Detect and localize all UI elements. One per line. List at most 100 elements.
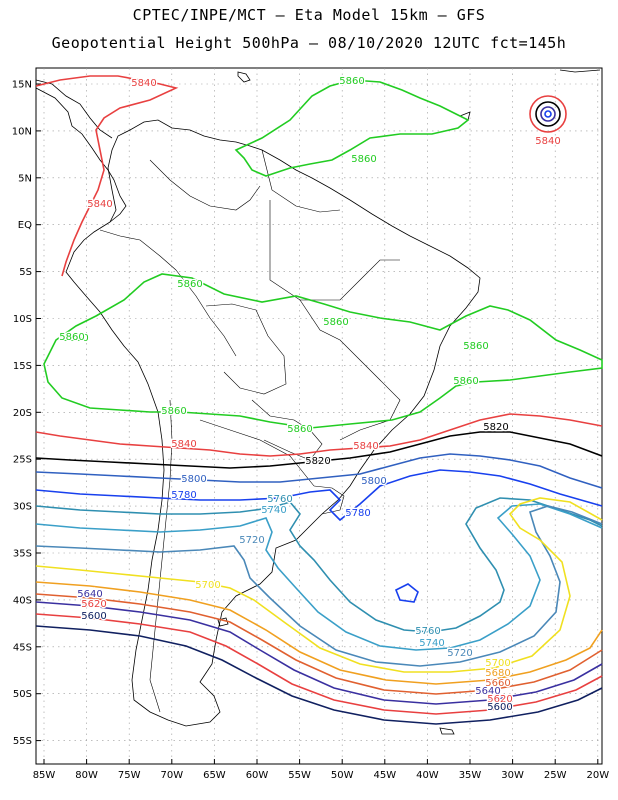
cyclone-ring-inner — [544, 110, 552, 118]
lat-label: 10N — [12, 126, 32, 137]
contour-label-5840: 5840 — [171, 439, 196, 450]
contour-5700 — [35, 497, 603, 673]
contour-5600 — [35, 625, 603, 725]
lon-label: 70W — [160, 770, 183, 781]
border-chile-argentina — [149, 399, 173, 713]
contour-label-5740: 5740 — [419, 638, 444, 649]
lon-label: 75W — [118, 770, 141, 781]
border-paraguay — [251, 399, 323, 461]
south-georgia — [439, 727, 455, 735]
contour-label-5700: 5700 — [195, 580, 220, 591]
contour-label-5860: 5860 — [463, 341, 488, 352]
border-uruguay — [313, 485, 345, 515]
central-america-coast — [35, 87, 127, 223]
border-brazil-states-2 — [299, 299, 401, 441]
contour-label-5840: 5840 — [87, 199, 112, 210]
contour-label-5700: 5700 — [485, 658, 510, 669]
lon-label: 55W — [288, 770, 311, 781]
contour-label-5680: 5680 — [485, 668, 510, 679]
contour-label-5600: 5600 — [81, 611, 106, 622]
contour-label-5720: 5720 — [239, 535, 264, 546]
contour-label-5800: 5800 — [361, 476, 386, 487]
map-frame — [35, 67, 603, 765]
contour-labels: 5860586058605860586058605860586058605860… — [58, 75, 562, 715]
contour-label-5640: 5640 — [77, 589, 102, 600]
contour-5860-north — [234, 79, 470, 177]
chart-subtitle: Geopotential Height 500hPa – 08/10/2020 … — [51, 34, 567, 52]
contour-label-5860: 5860 — [177, 279, 202, 290]
lat-label: 15N — [12, 80, 32, 91]
contour-5620 — [35, 613, 603, 715]
contour-label-5720: 5720 — [447, 648, 472, 659]
contour-label-5600: 5600 — [487, 702, 512, 713]
longitude-labels: 85W 80W 75W 70W 65W 60W 55W 50W 45W 40W 35W 30W 25W 2… — [33, 770, 610, 781]
contour-5720 — [35, 505, 603, 667]
contour-5660 — [35, 593, 603, 695]
border-colombia-venezuela — [149, 159, 261, 211]
lon-label: 25W — [544, 770, 567, 781]
border-bolivia — [205, 303, 287, 395]
contour-label-5640: 5640 — [475, 686, 500, 697]
contour-label-5660: 5660 — [485, 678, 510, 689]
lon-label: 40W — [416, 770, 439, 781]
contour-5680 — [35, 581, 603, 685]
contour-label-5780: 5780 — [171, 490, 196, 501]
contour-label-5860: 5860 — [453, 376, 478, 387]
cyclone-ring-outer — [535, 101, 561, 127]
contour-label-5840: 5840 — [535, 136, 560, 147]
chart-title: CPTEC/INPE/MCT – Eta Model 15km – GFS — [132, 6, 486, 24]
contour-label-5860: 5860 — [287, 424, 312, 435]
contour-label-5620: 5620 — [81, 599, 106, 610]
contour-label-5740: 5740 — [261, 505, 286, 516]
lat-label: 15S — [13, 361, 32, 372]
contour-label-5860: 5860 — [63, 333, 88, 344]
lon-label: 50W — [331, 770, 354, 781]
lon-label: 20W — [586, 770, 609, 781]
border-peru-brazil — [175, 269, 237, 357]
contour-5860-south — [43, 273, 603, 429]
lat-label: 10S — [13, 314, 32, 325]
lon-label: 35W — [459, 770, 482, 781]
lon-label: 85W — [33, 770, 56, 781]
lat-label: 25S — [13, 455, 32, 466]
graticule — [36, 68, 602, 764]
contour-5840-north — [35, 75, 179, 277]
contour-label-5800: 5800 — [181, 474, 206, 485]
contour-lines — [35, 75, 603, 725]
contour-label-5760: 5760 — [415, 626, 440, 637]
contour-5840-island — [529, 95, 567, 133]
lat-label: 55S — [13, 736, 32, 747]
lon-label: 30W — [501, 770, 524, 781]
cyclone-ring-mid — [540, 106, 556, 122]
lon-label: 80W — [75, 770, 98, 781]
contour-label-5780: 5780 — [345, 508, 370, 519]
contour-label-5840: 5840 — [131, 78, 156, 89]
lat-label: 50S — [13, 689, 32, 700]
contour-label-5860: 5860 — [59, 332, 84, 343]
lon-label: 60W — [246, 770, 269, 781]
lat-label: 5S — [19, 267, 32, 278]
border-brazil-states-1 — [269, 200, 400, 301]
contour-5640 — [35, 601, 603, 705]
lat-label: 5N — [18, 173, 32, 184]
contour-5760 — [35, 497, 603, 633]
contour-label-5860: 5860 — [323, 317, 348, 328]
contour-5800 — [35, 453, 603, 489]
contour-small-closed — [394, 583, 419, 603]
contour-label-5840: 5840 — [353, 441, 378, 452]
contour-label-5820: 5820 — [483, 422, 508, 433]
contour-5740 — [35, 503, 603, 651]
contour-label-5760: 5760 — [267, 494, 292, 505]
lat-label: 30S — [13, 502, 32, 513]
lat-label: EQ — [18, 220, 32, 231]
falkland-islands — [217, 617, 229, 627]
contour-5820 — [35, 431, 603, 469]
lon-label: 65W — [203, 770, 226, 781]
contour-label-5820: 5820 — [305, 456, 330, 467]
contour-5840-south — [35, 413, 603, 457]
lat-label: 35S — [13, 549, 32, 560]
contour-label-5860: 5860 — [161, 406, 186, 417]
lat-label: 20S — [13, 408, 32, 419]
border-ecuador-peru — [99, 229, 177, 271]
